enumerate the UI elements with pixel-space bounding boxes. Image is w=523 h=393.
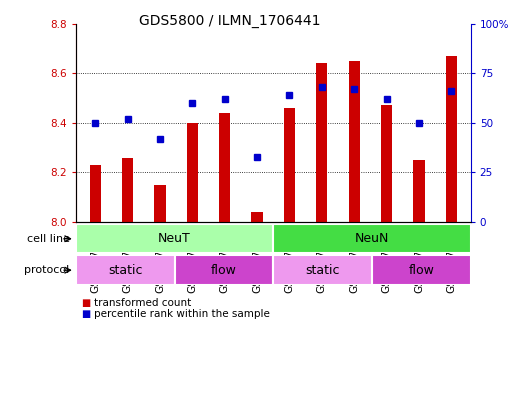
Text: NeuN: NeuN <box>355 232 389 245</box>
Bar <box>284 108 295 222</box>
Text: transformed count: transformed count <box>94 298 191 308</box>
Bar <box>187 123 198 222</box>
Text: protocol: protocol <box>25 265 73 275</box>
Bar <box>381 105 392 222</box>
Text: ■: ■ <box>81 309 90 320</box>
Text: ■: ■ <box>81 298 90 308</box>
Bar <box>175 255 273 285</box>
Bar <box>413 160 425 222</box>
Text: static: static <box>108 264 142 277</box>
Bar <box>446 56 457 222</box>
Bar <box>89 165 101 222</box>
Text: GDS5800 / ILMN_1706441: GDS5800 / ILMN_1706441 <box>139 14 321 28</box>
Bar <box>154 185 166 222</box>
Text: percentile rank within the sample: percentile rank within the sample <box>94 309 270 320</box>
Bar <box>348 61 360 222</box>
Bar <box>273 224 471 253</box>
Text: static: static <box>305 264 340 277</box>
Text: flow: flow <box>211 264 237 277</box>
Bar <box>273 255 372 285</box>
Text: NeuT: NeuT <box>158 232 191 245</box>
Bar <box>122 158 133 222</box>
Bar <box>76 224 273 253</box>
Bar <box>316 63 327 222</box>
Bar <box>372 255 471 285</box>
Bar <box>76 255 175 285</box>
Text: flow: flow <box>408 264 434 277</box>
Bar <box>252 212 263 222</box>
Text: cell line: cell line <box>27 234 73 244</box>
Bar <box>219 113 231 222</box>
